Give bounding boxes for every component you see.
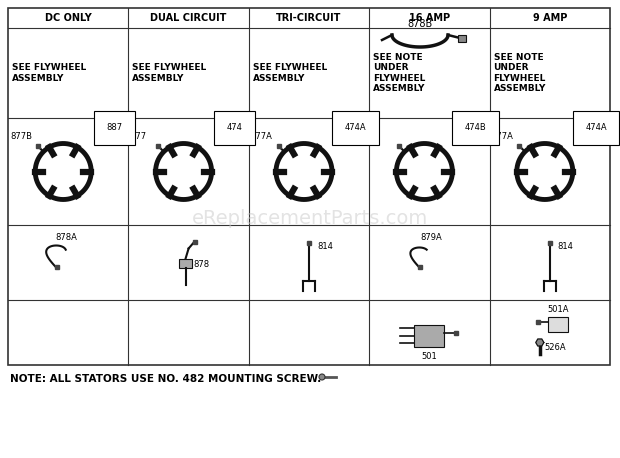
Text: 474: 474	[227, 124, 243, 132]
Text: 474A: 474A	[585, 124, 607, 132]
Text: 526A: 526A	[545, 343, 567, 352]
Text: SEE NOTE
UNDER
FLYWHEEL
ASSEMBLY: SEE NOTE UNDER FLYWHEEL ASSEMBLY	[494, 53, 546, 93]
Text: DUAL CIRCUIT: DUAL CIRCUIT	[151, 13, 227, 23]
Text: 878B: 878B	[407, 19, 433, 29]
Text: 814: 814	[558, 242, 574, 251]
Bar	[458, 35, 466, 42]
Bar	[179, 258, 192, 267]
Text: 878A: 878A	[55, 233, 77, 242]
Bar	[548, 317, 568, 332]
Polygon shape	[536, 339, 544, 346]
Text: SEE FLYWHEEL
ASSEMBLY: SEE FLYWHEEL ASSEMBLY	[12, 63, 86, 83]
Text: 16 AMP: 16 AMP	[409, 13, 450, 23]
Text: 887: 887	[107, 124, 123, 132]
Bar	[8, 8, 610, 365]
Text: SEE FLYWHEEL
ASSEMBLY: SEE FLYWHEEL ASSEMBLY	[253, 63, 327, 83]
Text: 877B: 877B	[10, 132, 32, 141]
Text: 501: 501	[422, 352, 437, 361]
Circle shape	[319, 374, 325, 380]
Text: 877A: 877A	[251, 132, 273, 141]
Text: 879A: 879A	[420, 233, 442, 242]
Text: 501A: 501A	[547, 305, 569, 314]
Bar	[414, 325, 445, 347]
Text: SEE NOTE
UNDER
FLYWHEEL
ASSEMBLY: SEE NOTE UNDER FLYWHEEL ASSEMBLY	[373, 53, 425, 93]
Text: 877A: 877A	[492, 132, 513, 141]
Text: 877: 877	[130, 132, 146, 141]
Text: 474A: 474A	[344, 124, 366, 132]
Text: DC ONLY: DC ONLY	[45, 13, 92, 23]
Text: TRI-CIRCUIT: TRI-CIRCUIT	[277, 13, 342, 23]
Text: NOTE: ALL STATORS USE NO. 482 MOUNTING SCREW.: NOTE: ALL STATORS USE NO. 482 MOUNTING S…	[10, 374, 321, 384]
Text: eReplacementParts.com: eReplacementParts.com	[192, 208, 428, 228]
Text: 474B: 474B	[465, 124, 487, 132]
Text: 814: 814	[317, 242, 333, 251]
Text: 9 AMP: 9 AMP	[533, 13, 567, 23]
Text: SEE FLYWHEEL
ASSEMBLY: SEE FLYWHEEL ASSEMBLY	[133, 63, 206, 83]
Text: 878: 878	[193, 260, 210, 269]
